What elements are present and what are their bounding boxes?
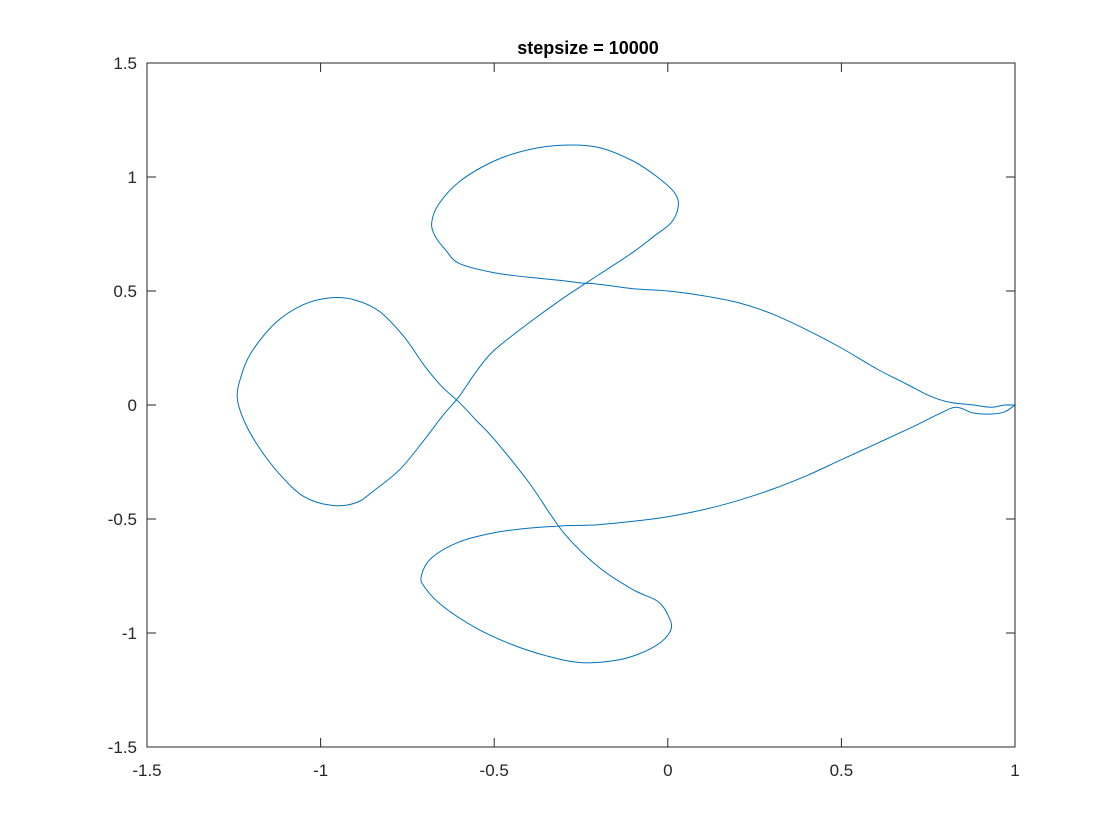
y-tick-label: -0.5: [108, 510, 137, 529]
x-tick-label: -0.5: [480, 761, 509, 780]
y-tick-label: 1.5: [113, 54, 137, 73]
chart-title: stepsize = 10000: [517, 38, 659, 58]
ticks-layer: -1.5 -1 -0.5 0 0.5 1 -1.5 -1 -0.5 0 0.5 1 1.5: [108, 54, 1020, 780]
y-tick-label: 0: [128, 396, 137, 415]
series-line: [236, 144, 1016, 664]
series-layer: [236, 144, 1016, 664]
axes-box: [146, 62, 1016, 748]
x-tick-label: -1.5: [132, 761, 161, 780]
y-tick-label: 0.5: [113, 282, 137, 301]
y-tick-label: -1: [122, 624, 137, 643]
x-tick-label: -1: [313, 761, 328, 780]
x-tick-label: 0.5: [830, 761, 854, 780]
y-tick-label: -1.5: [108, 738, 137, 757]
x-tick-label: 1: [1010, 761, 1019, 780]
x-tick-label: 0: [663, 761, 672, 780]
y-tick-label: 1: [128, 168, 137, 187]
